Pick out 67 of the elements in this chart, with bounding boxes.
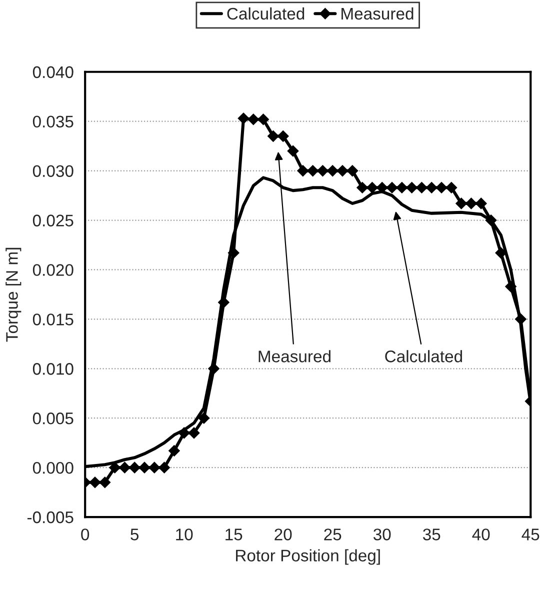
point [476,198,487,210]
point [248,114,260,125]
point [297,165,309,176]
y-tick-label: 0.010 [32,363,74,375]
point [416,182,428,194]
x-tick-label: 30 [373,528,391,540]
point [168,445,180,456]
x-tick-label: 5 [130,528,139,540]
point [198,412,210,424]
legend-label: Calculated [227,7,304,20]
y-tick-label: 0.005 [32,412,74,424]
x-tick-label: 40 [472,528,490,540]
point [178,427,190,439]
point [505,280,516,292]
y-axis-title: Torque [N m] [6,248,22,342]
point [446,182,458,194]
point [456,198,467,210]
point [148,462,160,474]
x-tick-label: 10 [176,528,193,540]
point [228,247,240,259]
point [356,182,368,194]
point [485,214,497,226]
x-tick-label: 15 [226,528,242,540]
point [188,427,200,439]
point [426,182,438,194]
y-tick-label: 0.025 [32,214,74,226]
point [119,462,130,474]
x-tick-label: 0 [81,528,90,540]
point [396,182,408,194]
point [386,182,398,194]
y-tick-label: 0.015 [32,314,74,326]
point [366,182,378,194]
legend-label: Measured [342,7,414,20]
point [158,462,170,474]
x-tick-label: 35 [422,528,440,540]
x-tick-label: 45 [522,528,540,540]
point [327,165,338,176]
y-tick-label: 0.030 [32,165,74,177]
point [278,130,289,142]
point [128,462,140,474]
point [336,165,348,176]
point [376,182,388,194]
point [138,462,150,474]
point [346,165,358,176]
annotation: Measured [258,350,330,362]
point [466,198,477,210]
x-tick-label: 25 [324,528,342,540]
point [89,476,101,488]
point [317,165,328,176]
point [99,476,110,488]
x-tick-label: 20 [274,528,292,540]
y-tick-label: 0.040 [32,66,74,78]
point [515,314,526,325]
y-tick-label: 0.035 [32,116,74,128]
point [406,182,418,194]
y-tick-label: 0.000 [32,462,74,474]
x-axis-title: Rotor Position [deg] [236,549,380,565]
point [268,130,279,142]
y-tick-label: -0.005 [27,511,74,524]
point [307,165,318,176]
y-tick-label: 0.020 [32,264,74,276]
point [287,145,299,157]
annotation: Calculated [385,350,462,362]
point [238,112,250,124]
point [208,363,220,374]
point [258,114,269,125]
point [436,182,448,194]
